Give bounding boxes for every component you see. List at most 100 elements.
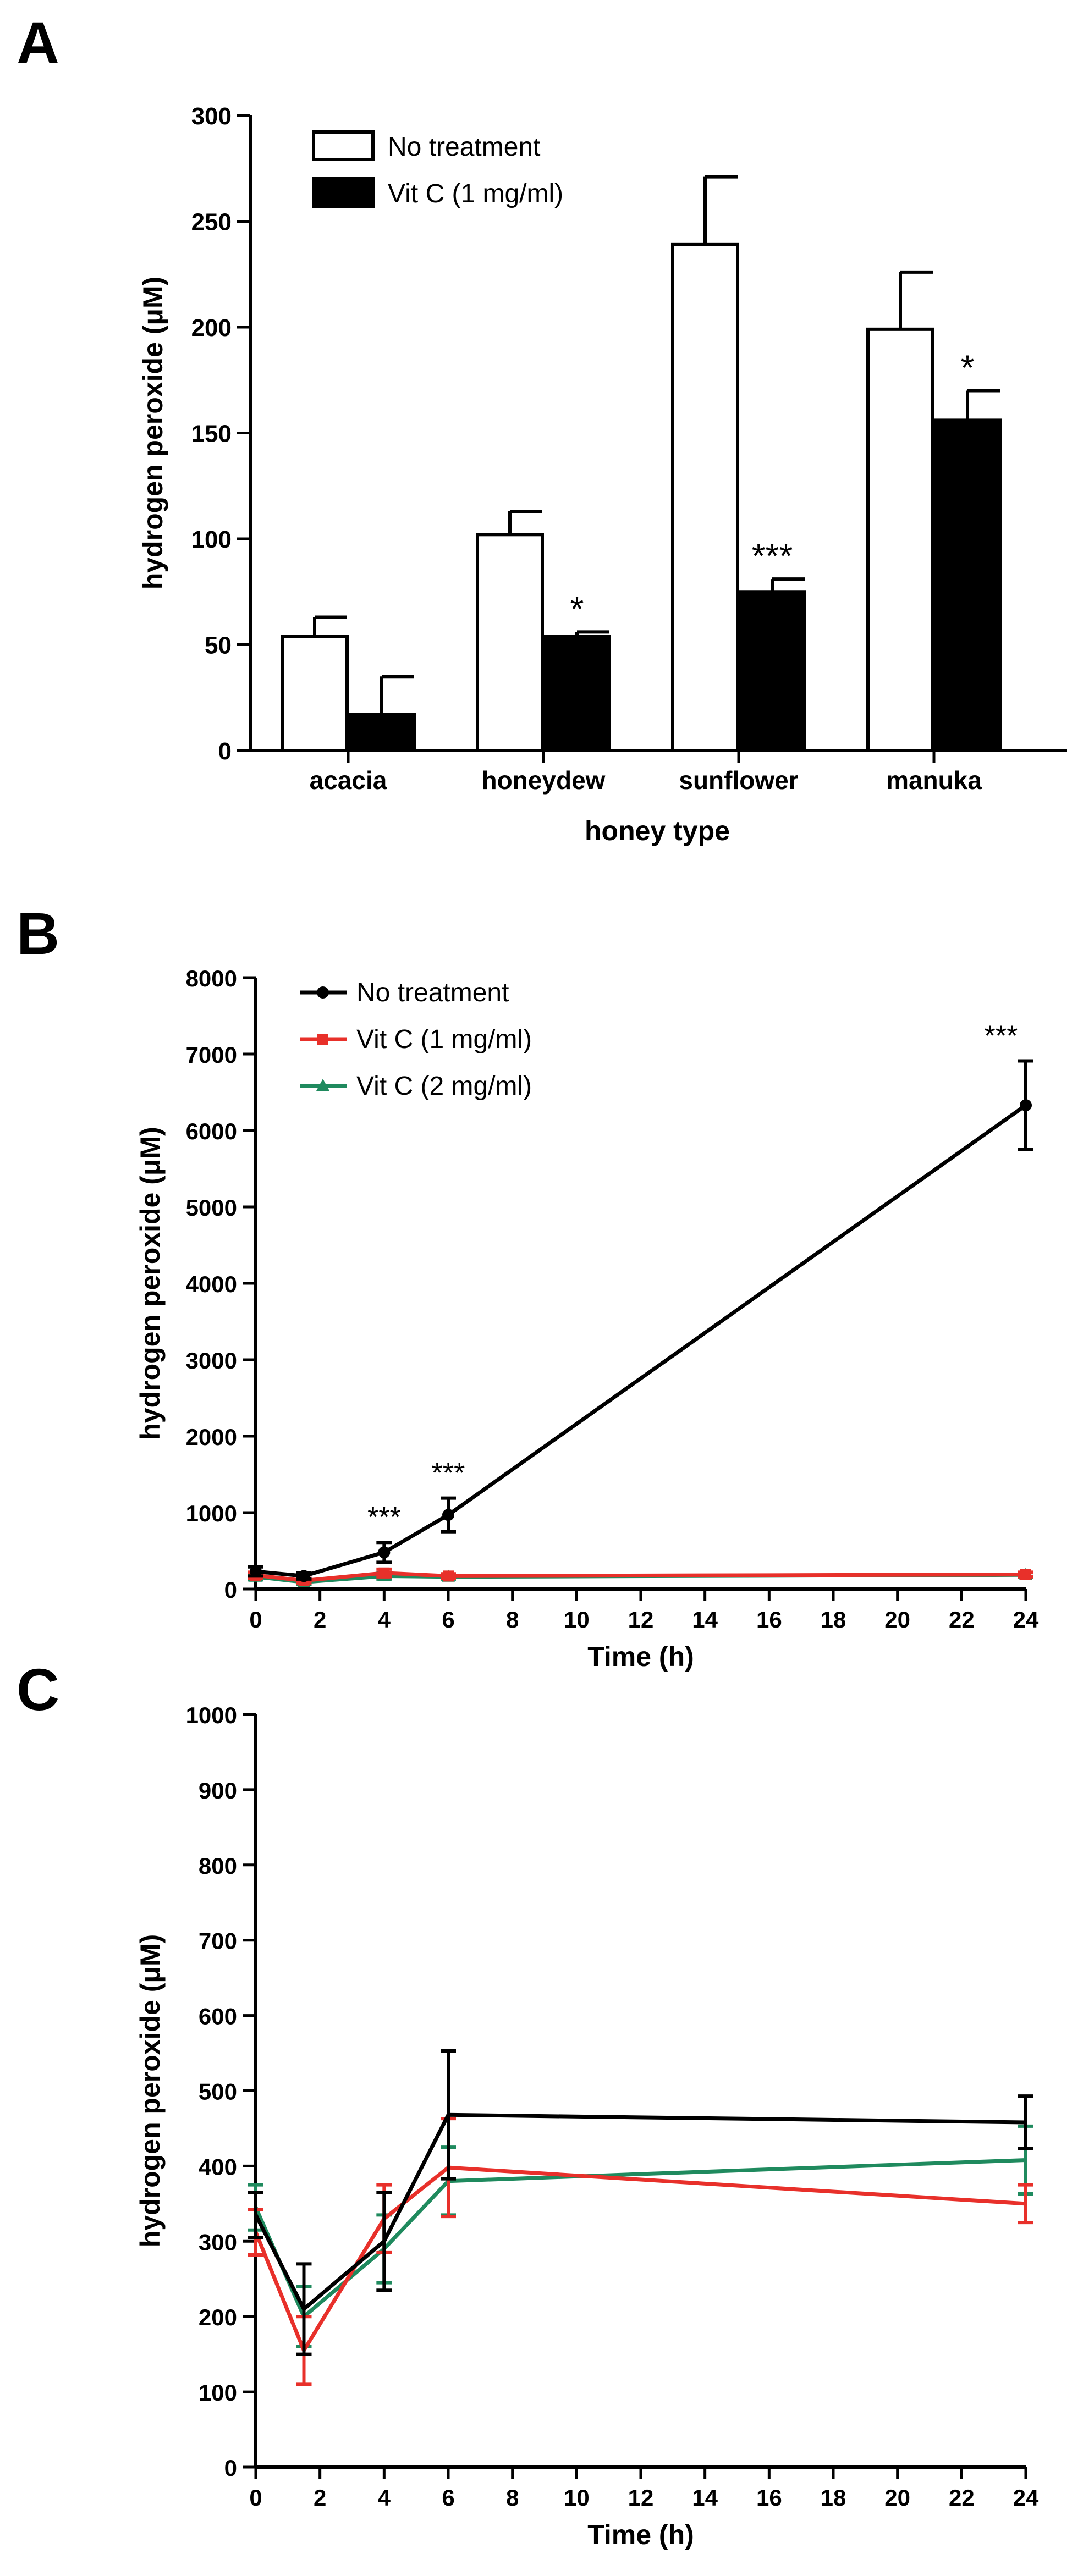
chart-a-legend-label: Vit C (1 mg/ml) <box>388 179 563 208</box>
chart-b-x-tick-label: 6 <box>442 1607 454 1632</box>
chart-b-y-tick-label: 6000 <box>186 1118 237 1144</box>
chart-c-series-0 <box>248 2049 1033 2356</box>
chart-c-x-tick-label: 4 <box>378 2485 391 2511</box>
chart-b-legend-marker <box>316 1079 329 1091</box>
chart-b-legend-item: Vit C (2 mg/ml) <box>300 1072 532 1101</box>
chart-a-bar-vit-c-honeydew <box>543 635 611 752</box>
chart-a-legend-swatch <box>312 177 375 208</box>
chart-b-y-tick-label: 5000 <box>186 1195 237 1221</box>
chart-a-significance-marker: * <box>961 348 975 388</box>
chart-b-x-tick-label: 18 <box>821 1607 846 1632</box>
chart-c-x-tick-label: 12 <box>628 2485 654 2511</box>
chart-a-y-tick-label: 50 <box>205 632 232 659</box>
chart-a: 0 50 100 150 200 250 300 hydrogen peroxide (μM)… <box>138 103 1067 846</box>
chart-a-y-tick-label: 100 <box>191 526 232 553</box>
chart-a-legend-label: No treatment <box>388 133 540 162</box>
chart-b-legend-item: No treatment <box>300 978 509 1007</box>
chart-c-x-tick-label: 0 <box>249 2485 262 2511</box>
chart-b-point <box>378 1546 391 1559</box>
chart-b-x-tick-label: 12 <box>628 1607 654 1632</box>
chart-b-point <box>1020 1099 1032 1112</box>
chart-b-point <box>298 1570 310 1582</box>
chart-a-bar-vit-c-manuka <box>933 418 1002 752</box>
chart-c-y-tick-label: 700 <box>199 1928 237 1954</box>
chart-c-y-tick-label: 0 <box>224 2455 237 2481</box>
chart-a-bar-vit-c-sunflower <box>738 590 806 752</box>
chart-b-y-tick-label: 1000 <box>186 1501 237 1526</box>
chart-b-y-tick-label: 2000 <box>186 1424 237 1450</box>
chart-b-series-0 <box>248 1059 1033 1582</box>
chart-c-y-tick-label: 400 <box>199 2154 237 2180</box>
chart-a-y-tick-label: 150 <box>191 421 232 448</box>
chart-c-x-tick-label: 18 <box>821 2485 846 2511</box>
chart-c-x-tick-label: 24 <box>1013 2485 1039 2511</box>
chart-c-y-tick-label: 900 <box>199 1778 237 1803</box>
chart-a-y-tick-label: 250 <box>191 209 232 236</box>
chart-b-x-tick-label: 4 <box>378 1607 391 1632</box>
chart-b-legend-label: No treatment <box>356 978 509 1007</box>
chart-b-y-tick-label: 4000 <box>186 1271 237 1297</box>
chart-b-y-tick-label: 7000 <box>186 1042 237 1068</box>
chart-a-significance-marker: * <box>570 589 584 628</box>
chart-c-x-tick-label: 10 <box>564 2485 590 2511</box>
chart-b-point <box>442 1509 454 1521</box>
chart-a-bar-no-treatment-acacia <box>281 635 349 752</box>
chart-a-x-tick-label: honeydew <box>482 766 606 795</box>
panel-label-b: B <box>17 900 59 967</box>
chart-c-x-tick-label: 8 <box>506 2485 519 2511</box>
chart-c-y-tick-label: 200 <box>199 2304 237 2330</box>
chart-b-y-tick-label: 0 <box>224 1577 237 1603</box>
chart-b-x-axis-label: Time (h) <box>587 1641 694 1672</box>
chart-c-x-tick-label: 6 <box>442 2485 454 2511</box>
chart-b-legend-label: Vit C (2 mg/ml) <box>356 1072 532 1101</box>
chart-b-point <box>378 1567 390 1579</box>
chart-b-x-tick-label: 16 <box>756 1607 782 1632</box>
chart-c-series-1 <box>248 2117 1033 2386</box>
chart-a-x-tick-label: acacia <box>310 766 387 795</box>
chart-c-y-tick-label: 300 <box>199 2229 237 2255</box>
chart-a-y-axis-label: hydrogen peroxide (μM) <box>138 277 168 590</box>
chart-b-significance-marker: *** <box>432 1458 465 1490</box>
chart-b-legend-marker <box>317 1034 328 1045</box>
chart-b-significance-marker: *** <box>367 1502 401 1534</box>
chart-c: 01002003004005006007008009001000hydrogen… <box>135 1702 1039 2550</box>
chart-b-x-tick-label: 0 <box>249 1607 262 1632</box>
chart-c-x-axis-label: Time (h) <box>587 2519 694 2550</box>
panel-label-c: C <box>17 1656 59 1723</box>
chart-b-point <box>1020 1569 1031 1580</box>
chart-b-x-tick-label: 20 <box>884 1607 910 1632</box>
chart-c-y-tick-label: 800 <box>199 1853 237 1879</box>
chart-a-significance-marker: *** <box>752 536 793 576</box>
chart-b-point <box>443 1570 454 1582</box>
chart-a-x-tick-label: sunflower <box>679 766 798 795</box>
chart-b-legend-label: Vit C (1 mg/ml) <box>356 1025 532 1054</box>
chart-b: 0 1000 2000 3000 4000 5000 6000 7000 8000 hydroge… <box>135 966 1039 1672</box>
chart-c-y-tick-label: 100 <box>199 2380 237 2406</box>
chart-a-bar-no-treatment-manuka <box>866 327 934 752</box>
chart-c-series-line <box>254 2112 1026 2313</box>
chart-b-legend-marker <box>317 986 329 999</box>
chart-a-y-tick-label: 0 <box>218 738 232 765</box>
chart-b-x-tick-label: 22 <box>949 1607 975 1632</box>
chart-b-x-tick-label: 14 <box>692 1607 718 1632</box>
chart-b-y-tick-label: 3000 <box>186 1348 237 1374</box>
chart-b-y-tick-label: 8000 <box>186 966 237 991</box>
chart-b-x-tick-label: 2 <box>314 1607 326 1632</box>
panel-label-a: A <box>17 9 59 76</box>
chart-c-series-2 <box>248 2124 1033 2348</box>
chart-c-y-tick-label: 600 <box>199 2004 237 2029</box>
chart-c-y-axis-label: hydrogen peroxide (μM) <box>135 1934 166 2248</box>
chart-a-bar-vit-c-acacia <box>348 713 416 753</box>
chart-b-legend-item: Vit C (1 mg/ml) <box>300 1025 532 1054</box>
chart-a-legend-swatch <box>312 130 375 161</box>
chart-c-x-tick-label: 2 <box>314 2485 326 2511</box>
chart-c-y-tick-label: 500 <box>199 2079 237 2105</box>
chart-a-bar-no-treatment-honeydew <box>476 533 544 752</box>
chart-b-y-axis-label: hydrogen peroxide (μM) <box>135 1127 166 1440</box>
chart-b-point <box>250 1565 262 1578</box>
chart-a-y-tick-label: 300 <box>191 103 232 130</box>
chart-b-x-tick-label: 10 <box>564 1607 590 1632</box>
chart-b-significance-marker: *** <box>985 1021 1018 1052</box>
chart-a-x-axis-label: honey type <box>585 815 730 846</box>
